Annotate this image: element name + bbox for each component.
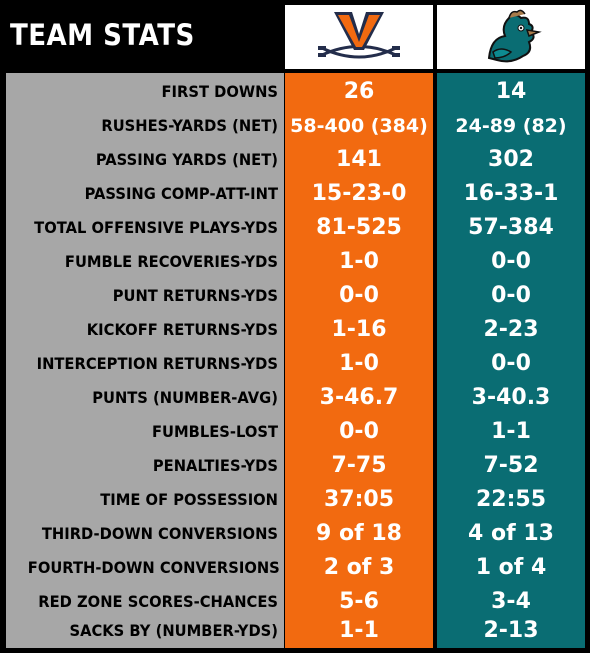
stat-label: THIRD-DOWN CONVERSIONS xyxy=(41,524,278,543)
table-row: FOURTH-DOWN CONVERSIONS 2 of 3 1 of 4 xyxy=(6,551,586,585)
coastal-carolina-value: 22:55 xyxy=(475,487,547,512)
coastal-carolina-value: 3-40.3 xyxy=(471,385,551,410)
table-row: PENALTIES-YDS 7-75 7-52 xyxy=(6,449,586,483)
virginia-value: 5-6 xyxy=(339,589,379,614)
virginia-value: 1-16 xyxy=(331,317,387,342)
table-row: KICKOFF RETURNS-YDS 1-16 2-23 xyxy=(6,313,586,347)
virginia-value: 0-0 xyxy=(339,419,379,444)
coastal-carolina-value: 24-89 (82) xyxy=(455,115,567,137)
coastal-carolina-logo xyxy=(437,5,585,69)
stat-label: RED ZONE SCORES-CHANCES xyxy=(38,592,278,611)
stat-label: INTERCEPTION RETURNS-YDS xyxy=(36,354,278,373)
table-row: PASSING YARDS (NET) 141 302 xyxy=(6,143,586,177)
team-stats-table: FIRST DOWNS 26 14 RUSHES-YARDS (NET) 58-… xyxy=(6,73,586,648)
stat-label: FOURTH-DOWN CONVERSIONS xyxy=(27,558,280,577)
coastal-carolina-value: 2-23 xyxy=(483,317,539,342)
coastal-carolina-value: 0-0 xyxy=(491,283,531,308)
table-row: INTERCEPTION RETURNS-YDS 1-0 0-0 xyxy=(6,347,586,381)
table-row: FIRST DOWNS 26 14 xyxy=(6,75,586,109)
stat-label: FUMBLE RECOVERIES-YDS xyxy=(64,252,278,271)
coastal-carolina-value: 16-33-1 xyxy=(463,181,559,206)
virginia-value: 141 xyxy=(336,147,382,172)
stat-label: FUMBLES-LOST xyxy=(151,422,278,441)
stat-label: FIRST DOWNS xyxy=(161,82,278,101)
table-row: PUNTS (NUMBER-AVG) 3-46.7 3-40.3 xyxy=(6,381,586,415)
virginia-value: 81-525 xyxy=(316,215,402,240)
virginia-value: 2 of 3 xyxy=(323,555,395,580)
coastal-carolina-column xyxy=(437,73,585,648)
coastal-carolina-value: 1-1 xyxy=(491,419,531,444)
table-row: TIME OF POSSESSION 37:05 22:55 xyxy=(6,483,586,517)
virginia-value: 1-0 xyxy=(339,249,379,274)
table-row: FUMBLE RECOVERIES-YDS 1-0 0-0 xyxy=(6,245,586,279)
coastal-carolina-value: 0-0 xyxy=(491,249,531,274)
coastal-carolina-value: 1 of 4 xyxy=(475,555,547,580)
coastal-carolina-value: 4 of 13 xyxy=(468,521,554,546)
stat-label: RUSHES-YARDS (NET) xyxy=(101,116,278,135)
coastal-carolina-value: 0-0 xyxy=(491,351,531,376)
stat-labels-column xyxy=(6,73,284,648)
stat-label: SACKS BY (NUMBER-YDS) xyxy=(69,621,278,640)
virginia-value: 0-0 xyxy=(339,283,379,308)
stat-label: PUNT RETURNS-YDS xyxy=(112,286,278,305)
virginia-value: 3-46.7 xyxy=(319,385,399,410)
page-title: TEAM STATS xyxy=(10,18,195,52)
stat-label: PASSING COMP-ATT-INT xyxy=(84,184,278,203)
table-row: RED ZONE SCORES-CHANCES 5-6 3-4 xyxy=(6,585,586,619)
virginia-value: 15-23-0 xyxy=(311,181,407,206)
virginia-value: 37:05 xyxy=(323,487,395,512)
table-row: TOTAL OFFENSIVE PLAYS-YDS 81-525 57-384 xyxy=(6,211,586,245)
table-row: FUMBLES-LOST 0-0 1-1 xyxy=(6,415,586,449)
table-row: RUSHES-YARDS (NET) 58-400 (384) 24-89 (8… xyxy=(6,109,586,143)
stat-label: TIME OF POSSESSION xyxy=(100,490,279,509)
coastal-carolina-value: 3-4 xyxy=(491,589,531,614)
virginia-value: 9 of 18 xyxy=(316,521,402,546)
coastal-carolina-chanticleer-logo-icon xyxy=(487,9,542,63)
stat-label: PENALTIES-YDS xyxy=(152,456,278,475)
coastal-carolina-value: 57-384 xyxy=(468,215,554,240)
virginia-column xyxy=(285,73,433,648)
virginia-value: 26 xyxy=(343,79,375,104)
stat-label: PUNTS (NUMBER-AVG) xyxy=(92,388,278,407)
table-row: SACKS BY (NUMBER-YDS) 1-1 2-13 xyxy=(6,614,586,648)
coastal-carolina-value: 14 xyxy=(495,79,527,104)
virginia-value: 58-400 (384) xyxy=(290,115,428,137)
stat-label: KICKOFF RETURNS-YDS xyxy=(86,320,278,339)
virginia-logo xyxy=(285,5,433,69)
virginia-value: 7-75 xyxy=(331,453,387,478)
coastal-carolina-value: 7-52 xyxy=(483,453,539,478)
stat-label: PASSING YARDS (NET) xyxy=(95,150,278,169)
stat-label: TOTAL OFFENSIVE PLAYS-YDS xyxy=(34,218,279,237)
virginia-value: 1-1 xyxy=(339,618,379,643)
table-row: PASSING COMP-ATT-INT 15-23-0 16-33-1 xyxy=(6,177,586,211)
table-row: PUNT RETURNS-YDS 0-0 0-0 xyxy=(6,279,586,313)
coastal-carolina-value: 2-13 xyxy=(483,618,539,643)
virginia-value: 1-0 xyxy=(339,351,379,376)
table-row: THIRD-DOWN CONVERSIONS 9 of 18 4 of 13 xyxy=(6,517,586,551)
virginia-v-sabres-logo-icon xyxy=(318,12,400,59)
coastal-carolina-value: 302 xyxy=(488,147,534,172)
